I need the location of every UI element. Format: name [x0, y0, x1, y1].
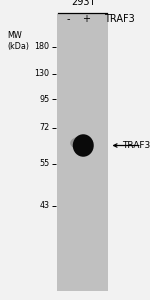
Text: MW
(kDa): MW (kDa) [8, 32, 30, 51]
Text: 130: 130 [34, 69, 50, 78]
Text: 72: 72 [39, 123, 50, 132]
Ellipse shape [70, 136, 93, 150]
Text: 55: 55 [39, 159, 50, 168]
Text: 180: 180 [34, 42, 50, 51]
Text: 95: 95 [39, 94, 50, 103]
Bar [57, 14, 108, 291]
Text: +: + [82, 14, 90, 24]
Text: TRAF3: TRAF3 [122, 141, 150, 150]
Text: 293T: 293T [71, 0, 95, 7]
Text: -: - [66, 14, 70, 24]
Ellipse shape [73, 134, 94, 157]
Text: 43: 43 [39, 201, 50, 210]
Text: TRAF3: TRAF3 [104, 14, 135, 24]
